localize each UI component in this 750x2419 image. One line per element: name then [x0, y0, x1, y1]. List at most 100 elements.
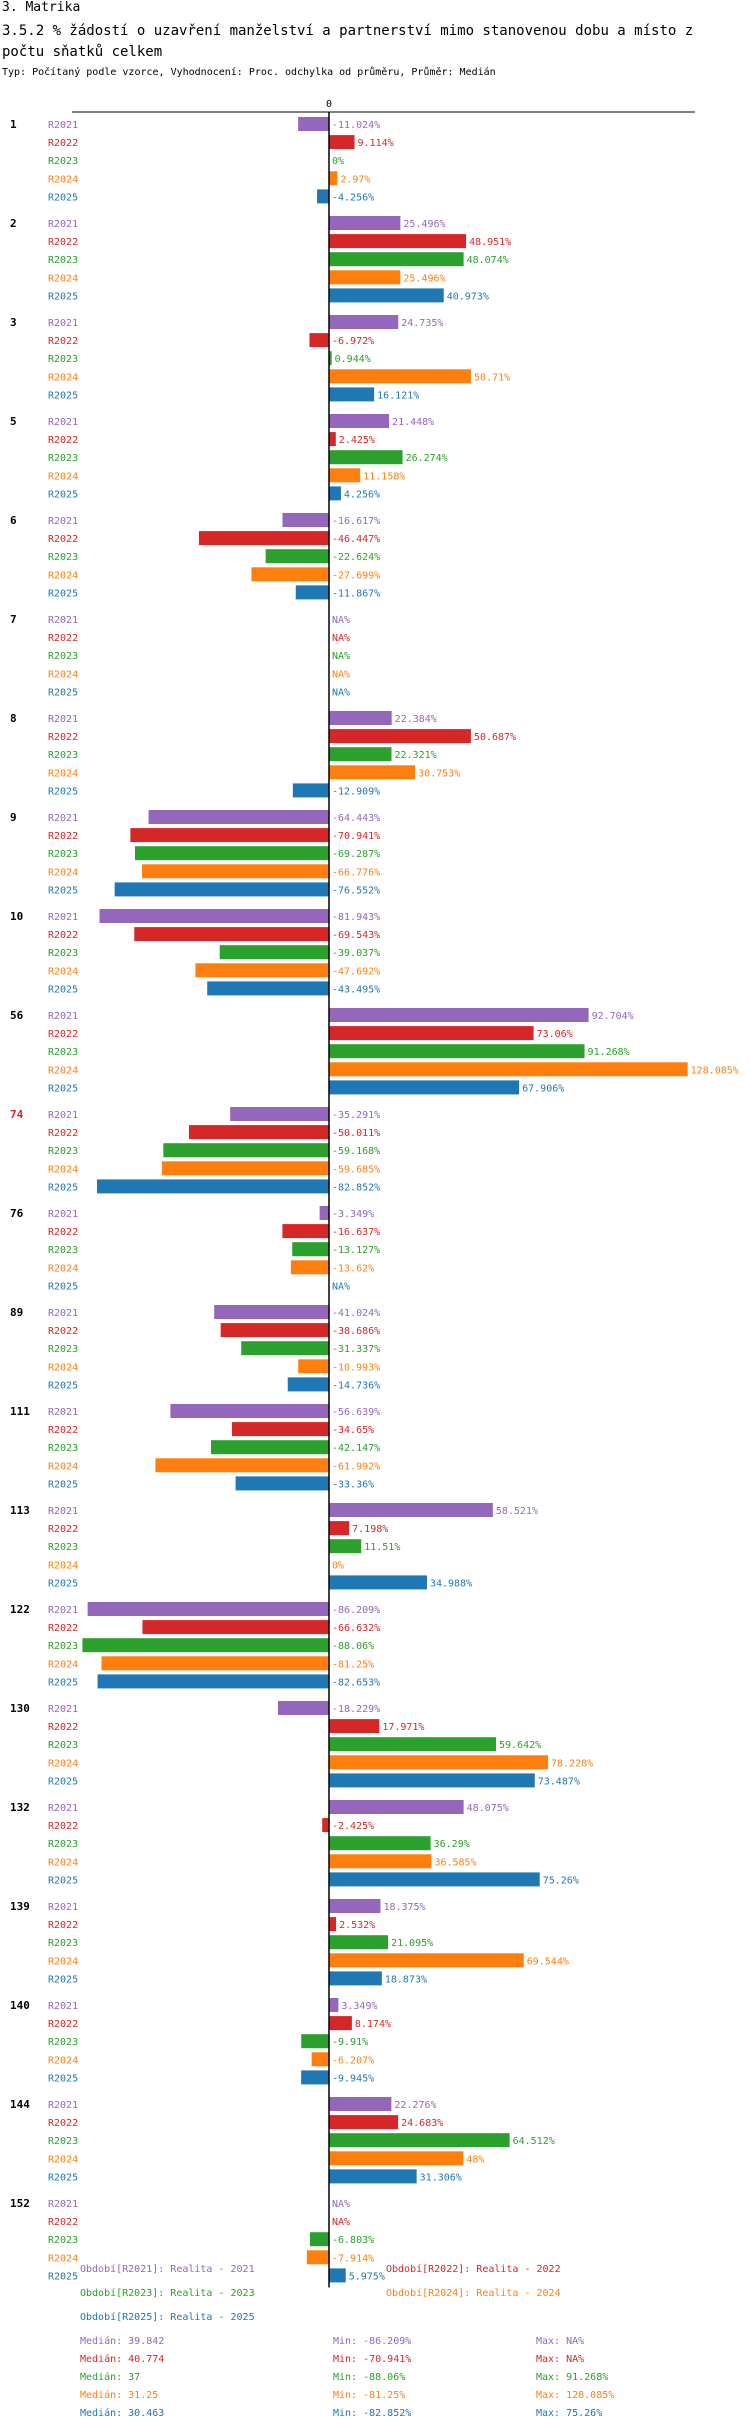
stat-min-r2025: Min: -82.852% [333, 2408, 412, 2419]
value-label: 21.448% [392, 417, 434, 428]
value-label: -13.127% [332, 1245, 380, 1256]
series-label: R2024 [48, 867, 78, 878]
value-label: NA% [332, 2199, 350, 2210]
value-label: 78.228% [551, 1758, 593, 1769]
value-label: -33.36% [332, 1479, 374, 1490]
value-label: 11.158% [363, 471, 405, 482]
bar [97, 1674, 330, 1689]
bar [329, 1800, 464, 1814]
group-label: 5 [10, 415, 17, 428]
series-label: R2025 [48, 1182, 78, 1193]
bar [329, 486, 341, 501]
group-label: 152 [10, 2197, 30, 2210]
series-label: R2021 [48, 1803, 78, 1814]
value-label: -14.736% [332, 1380, 380, 1391]
bar [329, 1935, 389, 1950]
series-label: R2023 [48, 552, 78, 563]
bar [170, 1404, 329, 1418]
value-label: -9.945% [332, 2073, 374, 2084]
value-label: 48.075% [467, 1803, 509, 1814]
bar [329, 1539, 362, 1554]
group-label: 139 [10, 1900, 30, 1913]
bar [329, 1998, 339, 2012]
series-label: R2024 [48, 1065, 78, 1076]
value-label: 40.973% [447, 291, 489, 302]
value-label: 24.735% [401, 318, 443, 329]
series-label: R2022 [48, 2217, 78, 2228]
value-label: 26.274% [406, 453, 448, 464]
bar [329, 2016, 352, 2031]
value-label: 36.29% [434, 1839, 470, 1850]
series-label: R2024 [48, 1560, 78, 1571]
series-label: R2025 [48, 1281, 78, 1292]
value-label: -13.62% [332, 1263, 374, 1274]
group-label: 1 [10, 118, 17, 131]
bar [329, 216, 401, 230]
series-label: R2024 [48, 669, 78, 680]
group-label: 8 [10, 712, 17, 725]
value-label: -86.209% [332, 1605, 380, 1616]
value-label: -39.037% [332, 948, 380, 959]
bar [114, 882, 329, 897]
bar [235, 1476, 329, 1491]
bar [329, 1044, 585, 1059]
bar [329, 1854, 432, 1869]
series-label: R2022 [48, 2019, 78, 2030]
series-label: R2022 [48, 1128, 78, 1139]
value-label: -11.024% [332, 120, 380, 131]
bar [329, 432, 336, 447]
bar [195, 963, 329, 978]
value-label: -50.011% [332, 1128, 380, 1139]
value-label: 5.975% [349, 2271, 385, 2282]
series-label: R2025 [48, 1479, 78, 1490]
value-label: 4.256% [344, 489, 380, 500]
series-label: R2023 [48, 2037, 78, 2048]
bar [329, 1575, 427, 1590]
bar [155, 1458, 329, 1473]
series-label: R2022 [48, 1326, 78, 1337]
value-label: -59.685% [332, 1164, 380, 1175]
series-label: R2023 [48, 255, 78, 266]
value-label: 3.349% [341, 2001, 377, 2012]
series-label: R2022 [48, 435, 78, 446]
bar [282, 513, 329, 527]
value-label: 34.988% [430, 1578, 472, 1589]
value-label: 92.704% [592, 1011, 634, 1022]
series-label: R2023 [48, 1146, 78, 1157]
group-label: 132 [10, 1801, 30, 1814]
value-label: -6.803% [332, 2235, 374, 2246]
series-label: R2024 [48, 1857, 78, 1868]
value-label: -56.639% [332, 1407, 380, 1418]
value-label: -81.25% [332, 1659, 374, 1670]
bar [282, 1224, 329, 1239]
series-label: R2023 [48, 1938, 78, 1949]
series-label: R2025 [48, 1578, 78, 1589]
value-label: -6.972% [332, 336, 374, 347]
value-label: -11.867% [332, 588, 380, 599]
bar [309, 2232, 329, 2247]
bar [329, 1755, 549, 1770]
bar [311, 2052, 329, 2067]
series-label: R2021 [48, 1110, 78, 1121]
series-label: R2021 [48, 516, 78, 527]
value-label: 128.085% [691, 1065, 739, 1076]
bar [101, 1656, 329, 1671]
bar [329, 270, 401, 285]
bar [134, 927, 329, 942]
bar [329, 2097, 392, 2111]
series-label: R2021 [48, 219, 78, 230]
bar [97, 1179, 329, 1194]
group-label: 111 [10, 1405, 30, 1418]
value-label: 2.532% [339, 1920, 375, 1931]
value-label: NA% [332, 1281, 350, 1292]
value-label: 11.51% [364, 1542, 400, 1553]
value-label: 31.306% [420, 2172, 462, 2183]
value-label: -66.632% [332, 1623, 380, 1634]
series-label: R2025 [48, 2172, 78, 2183]
bar [292, 783, 329, 798]
series-label: R2024 [48, 1362, 78, 1373]
bar [188, 1125, 329, 1140]
value-label: -59.168% [332, 1146, 380, 1157]
bar [329, 765, 416, 780]
series-label: R2024 [48, 1461, 78, 1472]
